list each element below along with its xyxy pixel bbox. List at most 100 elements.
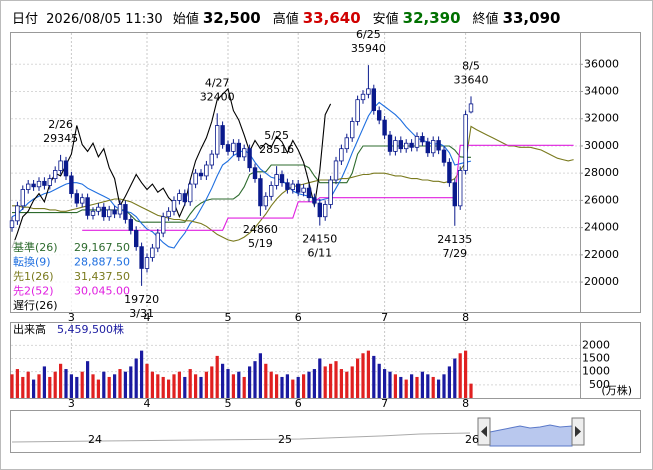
y-tick-label: 1000 (582, 365, 610, 378)
candle-body (85, 197, 90, 216)
annotation-date: 4/27 (205, 76, 230, 89)
candle-body (241, 148, 247, 158)
legend-value: 30,045.00 (74, 285, 130, 298)
volume-bar (312, 369, 316, 398)
grid-layer (11, 33, 583, 398)
legend-value: 28,887.50 (74, 256, 130, 269)
y-tick-label: 2000 (582, 338, 610, 351)
x-tick-label: 7 (381, 311, 388, 324)
candle-body (36, 180, 42, 188)
volume-bar (280, 376, 284, 398)
volume-bar (107, 376, 111, 398)
candle-body (425, 141, 430, 154)
volume-bar (388, 371, 392, 398)
candle-body (231, 142, 236, 152)
candle-body (409, 142, 414, 148)
candle-body (430, 140, 436, 154)
volume-bar (372, 355, 376, 398)
candle-body (15, 205, 20, 222)
date-label: 日付 (12, 12, 39, 27)
candle-body (344, 137, 349, 150)
candle-body (414, 136, 420, 148)
header-value: 32,390 (402, 9, 461, 27)
volume-bar (264, 363, 268, 398)
header-value: 33,640 (302, 9, 361, 27)
legend-name: 先2(52) (13, 285, 54, 298)
navigator-arrow-right (575, 426, 581, 437)
candle-body (247, 148, 252, 169)
header-label: 始値 (172, 12, 199, 27)
volume-bar (242, 376, 246, 398)
candle-body (312, 197, 317, 204)
annotation-value: 28516 (259, 143, 294, 156)
candle-body (69, 175, 74, 194)
candle-body (53, 170, 58, 180)
annotation-value: 24860 (243, 223, 278, 236)
legend-name: 先1(26) (13, 270, 54, 283)
candle-body (328, 179, 333, 205)
candle-body (355, 99, 360, 122)
candle-body (398, 140, 403, 150)
candle-body (322, 204, 328, 218)
legend-name: 基準(26) (13, 240, 58, 254)
x-tick-label: 7 (381, 397, 388, 410)
volume-bar (177, 371, 181, 398)
volume-bar (350, 366, 354, 398)
volume-bar (356, 358, 360, 398)
volume-bar (48, 376, 52, 398)
header-label: 安値 (372, 12, 399, 27)
candle-body (182, 193, 187, 203)
header-label: 高値 (272, 12, 299, 27)
candle-body (285, 182, 290, 190)
y-tick-label: 30000 (584, 139, 619, 152)
annotation-value: 32400 (200, 90, 235, 103)
candle-body (166, 210, 171, 218)
volume-bar (269, 371, 273, 398)
y-tick-label: 500 (589, 378, 610, 391)
volume-bar (237, 371, 241, 398)
x-tick-label: 5 (225, 311, 232, 324)
candle-body (47, 178, 52, 186)
volume-bar (415, 376, 419, 398)
annotation-value: 19720 (124, 293, 159, 306)
candle-body (382, 119, 387, 136)
volume-bar (123, 371, 127, 398)
volume-bar (188, 369, 192, 398)
annotation-value: 24135 (437, 233, 472, 246)
candle-body (117, 204, 123, 215)
volume-bar (426, 374, 430, 398)
volume-bar (194, 374, 198, 398)
candle-body (317, 202, 322, 218)
annotation-value: 24150 (302, 233, 337, 246)
candle-body (112, 209, 117, 215)
volume-bar (431, 376, 435, 398)
volume-bar (323, 366, 327, 398)
volume-bar (204, 371, 208, 398)
y-tick-label: 22000 (584, 248, 619, 261)
volume-bar (215, 355, 219, 398)
navigator-area (489, 424, 573, 447)
volume-bar (37, 374, 41, 398)
x-tick-label: 8 (462, 311, 469, 324)
y-tick-label: 24000 (584, 221, 619, 234)
candle-body (403, 142, 409, 150)
candle-body (393, 140, 398, 152)
date: 2026/08/05 11:30 (46, 12, 163, 27)
volume-bar (253, 361, 257, 398)
x-tick-label: 6 (295, 311, 302, 324)
annotation-value: 33640 (454, 73, 489, 86)
volume-bar (226, 369, 230, 398)
volume-last: 5,459,500株 (57, 322, 124, 336)
candle-body (436, 140, 441, 151)
text-layer: 3 4 5 6 7 8 3 4 5 6 7 8 20000 22000 24000 26000 28000 300… (13, 28, 632, 446)
volume-bar (410, 374, 414, 398)
volume-bar (42, 366, 46, 398)
x-tick-label: 4 (144, 311, 151, 324)
navigator-arrow-left (481, 426, 487, 437)
volume-bar (329, 363, 333, 398)
volume-bar (80, 371, 84, 398)
candle-body (441, 149, 447, 163)
candle-body (236, 142, 241, 158)
volume-bar (210, 366, 214, 398)
candle-body (457, 170, 463, 207)
